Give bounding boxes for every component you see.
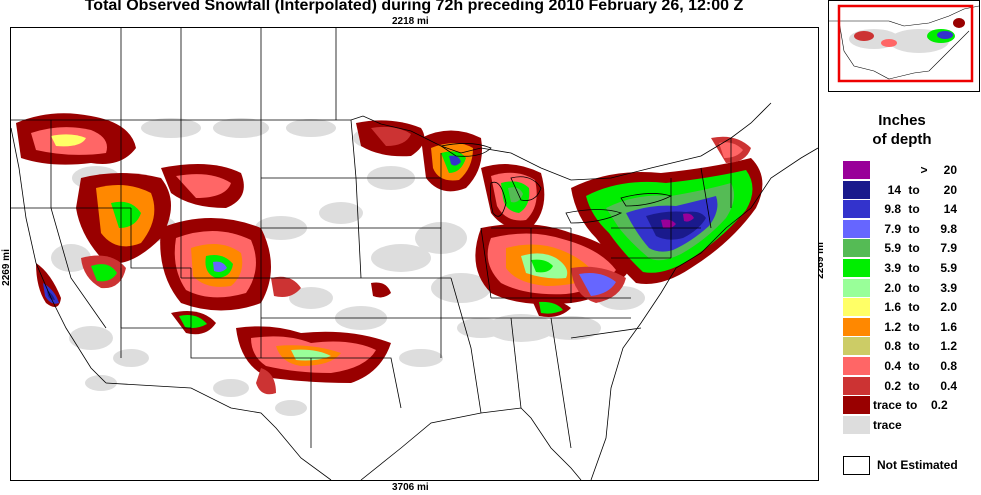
legend-high: 20 xyxy=(943,163,957,177)
legend-label: 3.9 to 5.9 xyxy=(873,261,981,275)
legend-label: 9.8 to 14 xyxy=(873,202,981,216)
legend-low: 0.8 xyxy=(884,339,901,354)
legend-label: 1.6 to 2.0 xyxy=(873,300,981,314)
legend-label: 0.8 to 1.2 xyxy=(873,339,981,353)
legend-label: 5.9 to 7.9 xyxy=(873,241,981,255)
legend-high: 3.9 xyxy=(940,280,957,295)
legend-low: trace xyxy=(873,417,902,432)
legend-high: 0.4 xyxy=(940,378,957,393)
legend-low: 1.2 xyxy=(884,319,901,334)
legend-high: 5.9 xyxy=(940,260,957,275)
legend-swatch xyxy=(843,337,870,356)
legend-sep: to xyxy=(908,221,920,236)
legend-sep: to xyxy=(908,202,920,217)
legend-low: 1.6 xyxy=(884,300,901,315)
legend-swatch xyxy=(843,298,870,317)
legend-high: 0.2 xyxy=(931,398,948,413)
legend-swatch xyxy=(843,200,870,219)
legend-low: 2.0 xyxy=(884,280,901,295)
not-estimated-label: Not Estimated xyxy=(877,458,958,472)
legend-high: 20 xyxy=(943,182,957,197)
snowfall-areas xyxy=(16,113,763,395)
legend-sep: > xyxy=(920,163,928,177)
legend-swatch xyxy=(843,376,870,395)
legend-label: >20 xyxy=(873,163,981,177)
inset-overview-svg xyxy=(829,4,979,83)
legend-swatch xyxy=(843,356,870,375)
not-estimated-swatch xyxy=(843,456,870,475)
legend-label: trace xyxy=(873,418,981,432)
inset-overview-map[interactable] xyxy=(828,0,980,92)
legend-low: 0.2 xyxy=(884,378,901,393)
legend-high: 14 xyxy=(943,202,957,217)
legend-sep: to xyxy=(908,260,920,275)
legend-title-line1: Inches xyxy=(878,112,926,129)
legend-high: 7.9 xyxy=(940,241,957,256)
legend-label: 0.2 to 0.4 xyxy=(873,379,981,393)
map-title: Total Observed Snowfall (Interpolated) d… xyxy=(84,0,744,14)
legend-low: 0.4 xyxy=(884,358,901,373)
legend-swatch xyxy=(843,396,870,415)
snowfall-map-svg xyxy=(11,28,818,480)
legend-sep: to xyxy=(908,339,920,354)
legend-label: 7.9 to 9.8 xyxy=(873,222,981,236)
legend-swatch xyxy=(843,239,870,258)
legend-sep: to xyxy=(908,280,920,295)
legend-swatch xyxy=(843,278,870,297)
legend-swatch xyxy=(843,317,870,336)
legend-sep: to xyxy=(908,300,920,315)
legend-sep: to xyxy=(908,319,920,334)
inset-highlight-box xyxy=(837,4,974,83)
legend-sep: to xyxy=(908,182,920,197)
dimension-top-label: 2218 mi xyxy=(392,16,429,27)
legend-low: 14 xyxy=(887,182,901,197)
legend-sep: to xyxy=(908,241,920,256)
legend-low: trace xyxy=(873,398,902,413)
legend-title: Inches of depth xyxy=(836,111,968,149)
legend-sep: to xyxy=(908,378,920,393)
legend-swatch xyxy=(843,415,870,434)
legend-sep: to xyxy=(906,398,918,413)
legend-swatch xyxy=(843,161,870,179)
dimension-bottom-label: 3706 mi xyxy=(392,482,429,493)
legend-sep: to xyxy=(908,358,920,373)
legend-swatch xyxy=(843,258,870,277)
legend-high: 9.8 xyxy=(940,221,957,236)
legend-label: 14 to 20 xyxy=(873,183,981,197)
legend-high: 0.8 xyxy=(940,358,957,373)
legend-swatch xyxy=(843,180,870,199)
legend-label: trace to 0.2 xyxy=(873,398,981,412)
legend-label: 0.4 to 0.8 xyxy=(873,359,981,373)
legend-label: 2.0 to 3.9 xyxy=(873,281,981,295)
legend-low: 5.9 xyxy=(884,241,901,256)
legend-high: 1.6 xyxy=(940,319,957,334)
boundaries xyxy=(11,28,818,480)
legend-low: 7.9 xyxy=(884,221,901,236)
legend-low: 3.9 xyxy=(884,260,901,275)
legend-swatch xyxy=(843,219,870,238)
legend-high: 1.2 xyxy=(940,339,957,354)
legend-low: 9.8 xyxy=(884,202,901,217)
legend-high: 2.0 xyxy=(940,300,957,315)
legend-title-line2: of depth xyxy=(872,131,932,148)
snowfall-map[interactable] xyxy=(10,27,819,481)
legend-label: 1.2 to 1.6 xyxy=(873,320,981,334)
